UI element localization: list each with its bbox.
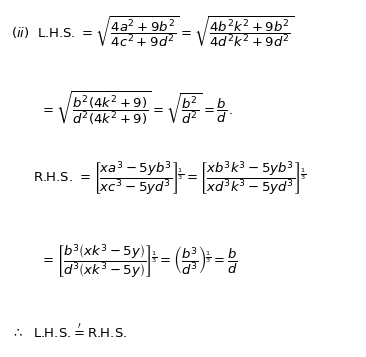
- Text: $= \sqrt{\dfrac{b^2\left(4k^2+9\right)}{d^2\left(4k^2+9\right)}} = \sqrt{\dfrac{: $= \sqrt{\dfrac{b^2\left(4k^2+9\right)}{…: [40, 89, 234, 126]
- Text: R.H.S. $= \left[\dfrac{xa^3-5yb^3}{xc^3-5yd^3}\right]^{\!\frac{1}{3}} = \left[\d: R.H.S. $= \left[\dfrac{xa^3-5yb^3}{xc^3-…: [33, 160, 306, 197]
- Text: $= \left[\dfrac{b^3\left(xk^3-5y\right)}{d^3\left(xk^3-5y\right)}\right]^{\!\fra: $= \left[\dfrac{b^3\left(xk^3-5y\right)}…: [40, 242, 238, 280]
- Text: $\therefore$  L.H.S.$\overset{\prime}{=}$R.H.S.: $\therefore$ L.H.S.$\overset{\prime}{=}$…: [11, 323, 127, 341]
- Text: $(ii)$  L.H.S. $= \sqrt{\dfrac{4a^2+9b^2}{4c^2+9d^2}} = \sqrt{\dfrac{4b^2k^2+9b^: $(ii)$ L.H.S. $= \sqrt{\dfrac{4a^2+9b^2}…: [11, 15, 294, 49]
